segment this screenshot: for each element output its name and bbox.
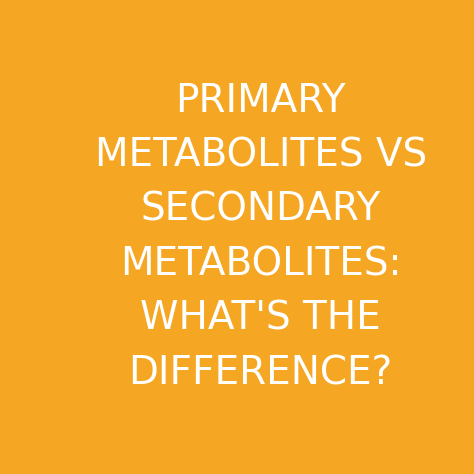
Text: WHAT'S THE: WHAT'S THE: [140, 300, 381, 338]
Text: METABOLITES:: METABOLITES:: [120, 245, 401, 283]
Text: METABOLITES VS: METABOLITES VS: [95, 136, 427, 174]
Text: SECONDARY: SECONDARY: [141, 191, 381, 229]
Text: DIFFERENCE?: DIFFERENCE?: [128, 354, 393, 392]
Text: PRIMARY: PRIMARY: [175, 82, 346, 120]
